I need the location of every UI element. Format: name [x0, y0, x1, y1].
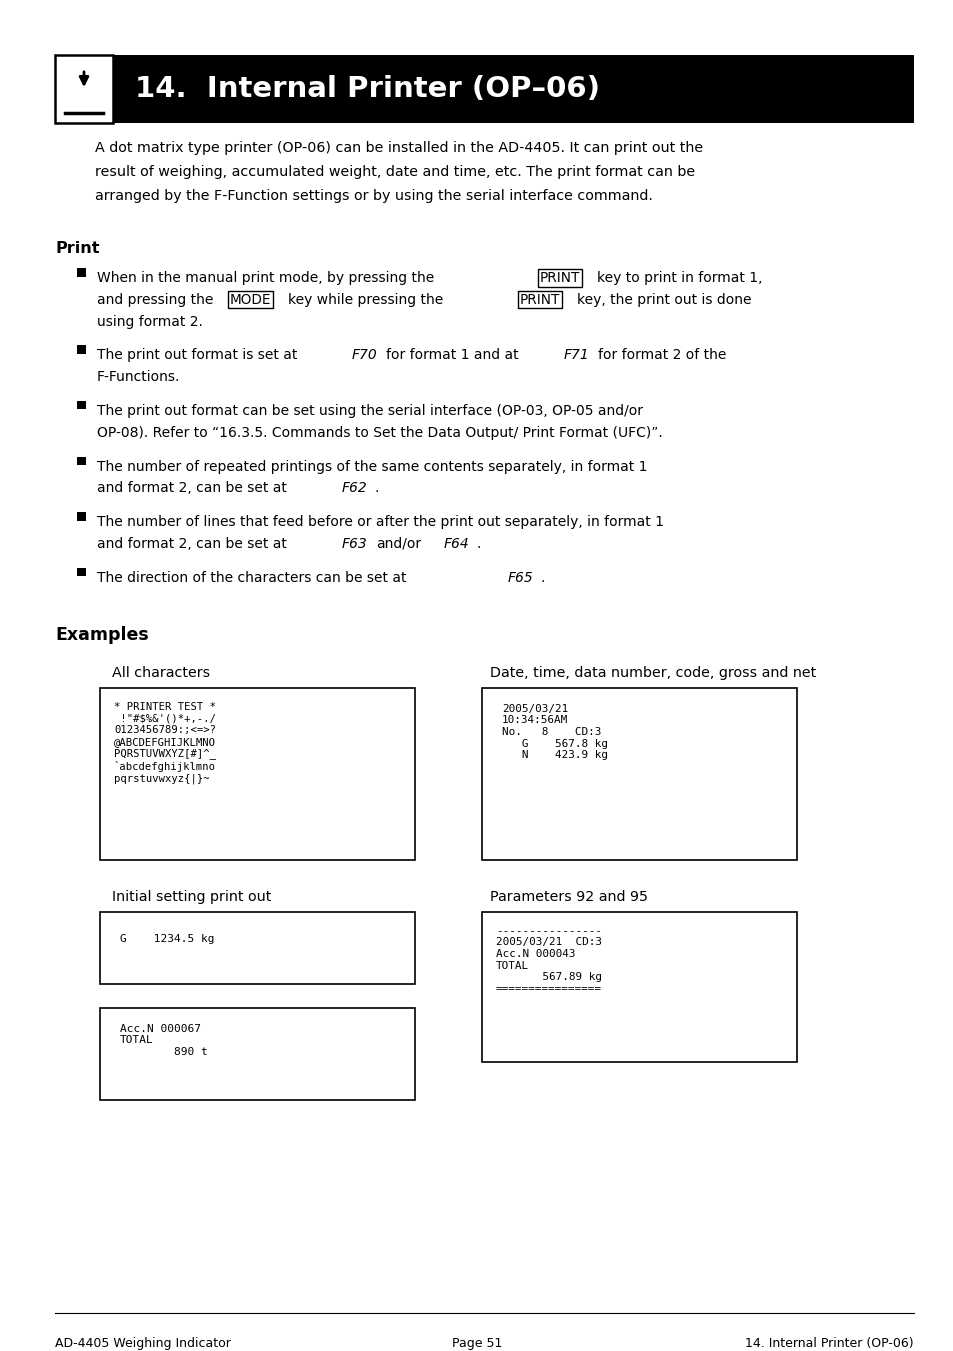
Text: Page 51: Page 51	[452, 1337, 501, 1350]
Text: 2005/03/21
10:34:56AM
No.   8    CD:3
   G    567.8 kg
   N    423.9 kg: 2005/03/21 10:34:56AM No. 8 CD:3 G 567.8…	[501, 704, 607, 761]
Text: Print: Print	[55, 240, 99, 255]
Text: When in the manual print mode, by pressing the: When in the manual print mode, by pressi…	[97, 272, 434, 285]
Bar	[100, 688, 415, 859]
Bar	[55, 55, 112, 123]
Text: 14.  Internal Printer (OP–06): 14. Internal Printer (OP–06)	[135, 76, 599, 103]
Bar	[112, 55, 913, 123]
Bar	[77, 267, 86, 277]
Bar	[100, 1008, 415, 1100]
Text: Acc.N 000067
TOTAL
        890 t: Acc.N 000067 TOTAL 890 t	[120, 1024, 208, 1056]
Text: The direction of the characters can be set at: The direction of the characters can be s…	[97, 571, 406, 585]
Text: The print out format is set at: The print out format is set at	[97, 349, 297, 362]
Text: and/or: and/or	[375, 536, 420, 551]
Text: F64: F64	[443, 536, 469, 551]
Text: Date, time, data number, code, gross and net: Date, time, data number, code, gross and…	[490, 666, 816, 680]
Text: .: .	[540, 571, 545, 585]
Text: F65: F65	[507, 571, 533, 585]
Text: .: .	[375, 481, 379, 496]
Text: F-Functions.: F-Functions.	[97, 370, 180, 384]
Text: A dot matrix type printer (OP-06) can be installed in the AD-4405. It can print : A dot matrix type printer (OP-06) can be…	[95, 141, 702, 155]
Text: The print out format can be set using the serial interface (OP-03, OP-05 and/or: The print out format can be set using th…	[97, 404, 642, 417]
Text: PRINT: PRINT	[519, 293, 559, 307]
Bar	[481, 688, 796, 859]
Text: The number of repeated printings of the same contents separately, in format 1: The number of repeated printings of the …	[97, 459, 647, 474]
Text: 14. Internal Printer (OP-06): 14. Internal Printer (OP-06)	[744, 1337, 913, 1350]
Text: The number of lines that feed before or after the print out separately, in forma: The number of lines that feed before or …	[97, 515, 663, 530]
Bar	[77, 457, 86, 465]
Text: for format 2 of the: for format 2 of the	[598, 349, 725, 362]
Text: and pressing the: and pressing the	[97, 293, 213, 307]
Text: key to print in format 1,: key to print in format 1,	[597, 272, 761, 285]
Text: arranged by the F-Function settings or by using the serial interface command.: arranged by the F-Function settings or b…	[95, 189, 652, 203]
Text: AD-4405 Weighing Indicator: AD-4405 Weighing Indicator	[55, 1337, 231, 1350]
Text: Initial setting print out: Initial setting print out	[112, 890, 271, 904]
Text: ----------------
2005/03/21  CD:3
Acc.N 000043
TOTAL
       567.89 kg
==========: ---------------- 2005/03/21 CD:3 Acc.N 0…	[496, 925, 601, 994]
Bar	[77, 567, 86, 577]
Text: and format 2, can be set at: and format 2, can be set at	[97, 481, 287, 496]
Text: OP-08). Refer to “16.3.5. Commands to Set the Data Output/ Print Format (UFC)”.: OP-08). Refer to “16.3.5. Commands to Se…	[97, 426, 662, 440]
Text: result of weighing, accumulated weight, date and time, etc. The print format can: result of weighing, accumulated weight, …	[95, 165, 695, 178]
Text: All characters: All characters	[112, 666, 210, 680]
Text: F62: F62	[341, 481, 367, 496]
Text: PRINT: PRINT	[539, 272, 579, 285]
Text: G    1234.5 kg: G 1234.5 kg	[120, 934, 214, 944]
Bar	[77, 512, 86, 520]
Text: F71: F71	[563, 349, 589, 362]
Text: using format 2.: using format 2.	[97, 315, 203, 328]
Text: F63: F63	[341, 536, 367, 551]
Bar	[481, 912, 796, 1062]
Bar	[77, 401, 86, 409]
Bar	[100, 912, 415, 984]
Text: F70: F70	[352, 349, 377, 362]
Text: key while pressing the: key while pressing the	[288, 293, 443, 307]
Text: key, the print out is done: key, the print out is done	[577, 293, 751, 307]
Text: MODE: MODE	[230, 293, 272, 307]
Text: Parameters 92 and 95: Parameters 92 and 95	[490, 890, 647, 904]
Text: for format 1 and at: for format 1 and at	[386, 349, 518, 362]
Text: and format 2, can be set at: and format 2, can be set at	[97, 536, 287, 551]
Bar	[77, 346, 86, 354]
Text: .: .	[476, 536, 481, 551]
Text: * PRINTER TEST *
 !"#$%&'()*+,-./
0123456789:;<=>?
@ABCDEFGHIJKLMNO
PQRSTUVWXYZ[: * PRINTER TEST * !"#$%&'()*+,-./ 0123456…	[113, 701, 215, 784]
Text: Examples: Examples	[55, 626, 149, 644]
